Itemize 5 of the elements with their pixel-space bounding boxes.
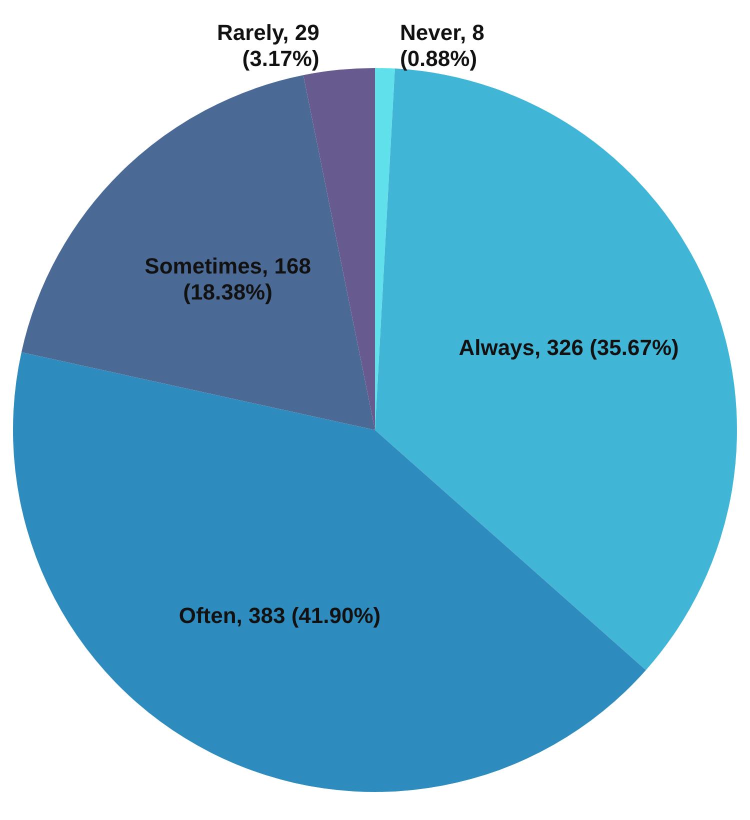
slice-label: Sometimes, 168 (18.38%) [144,253,311,304]
slice-label: Always, 326 (35.67%) [458,335,679,360]
slice-label: Never, 8 (0.88%) [400,20,484,72]
slice-label: Rarely, 29 (3.17%) [216,20,320,72]
slice-label: Often, 383 (41.90%) [178,603,381,628]
